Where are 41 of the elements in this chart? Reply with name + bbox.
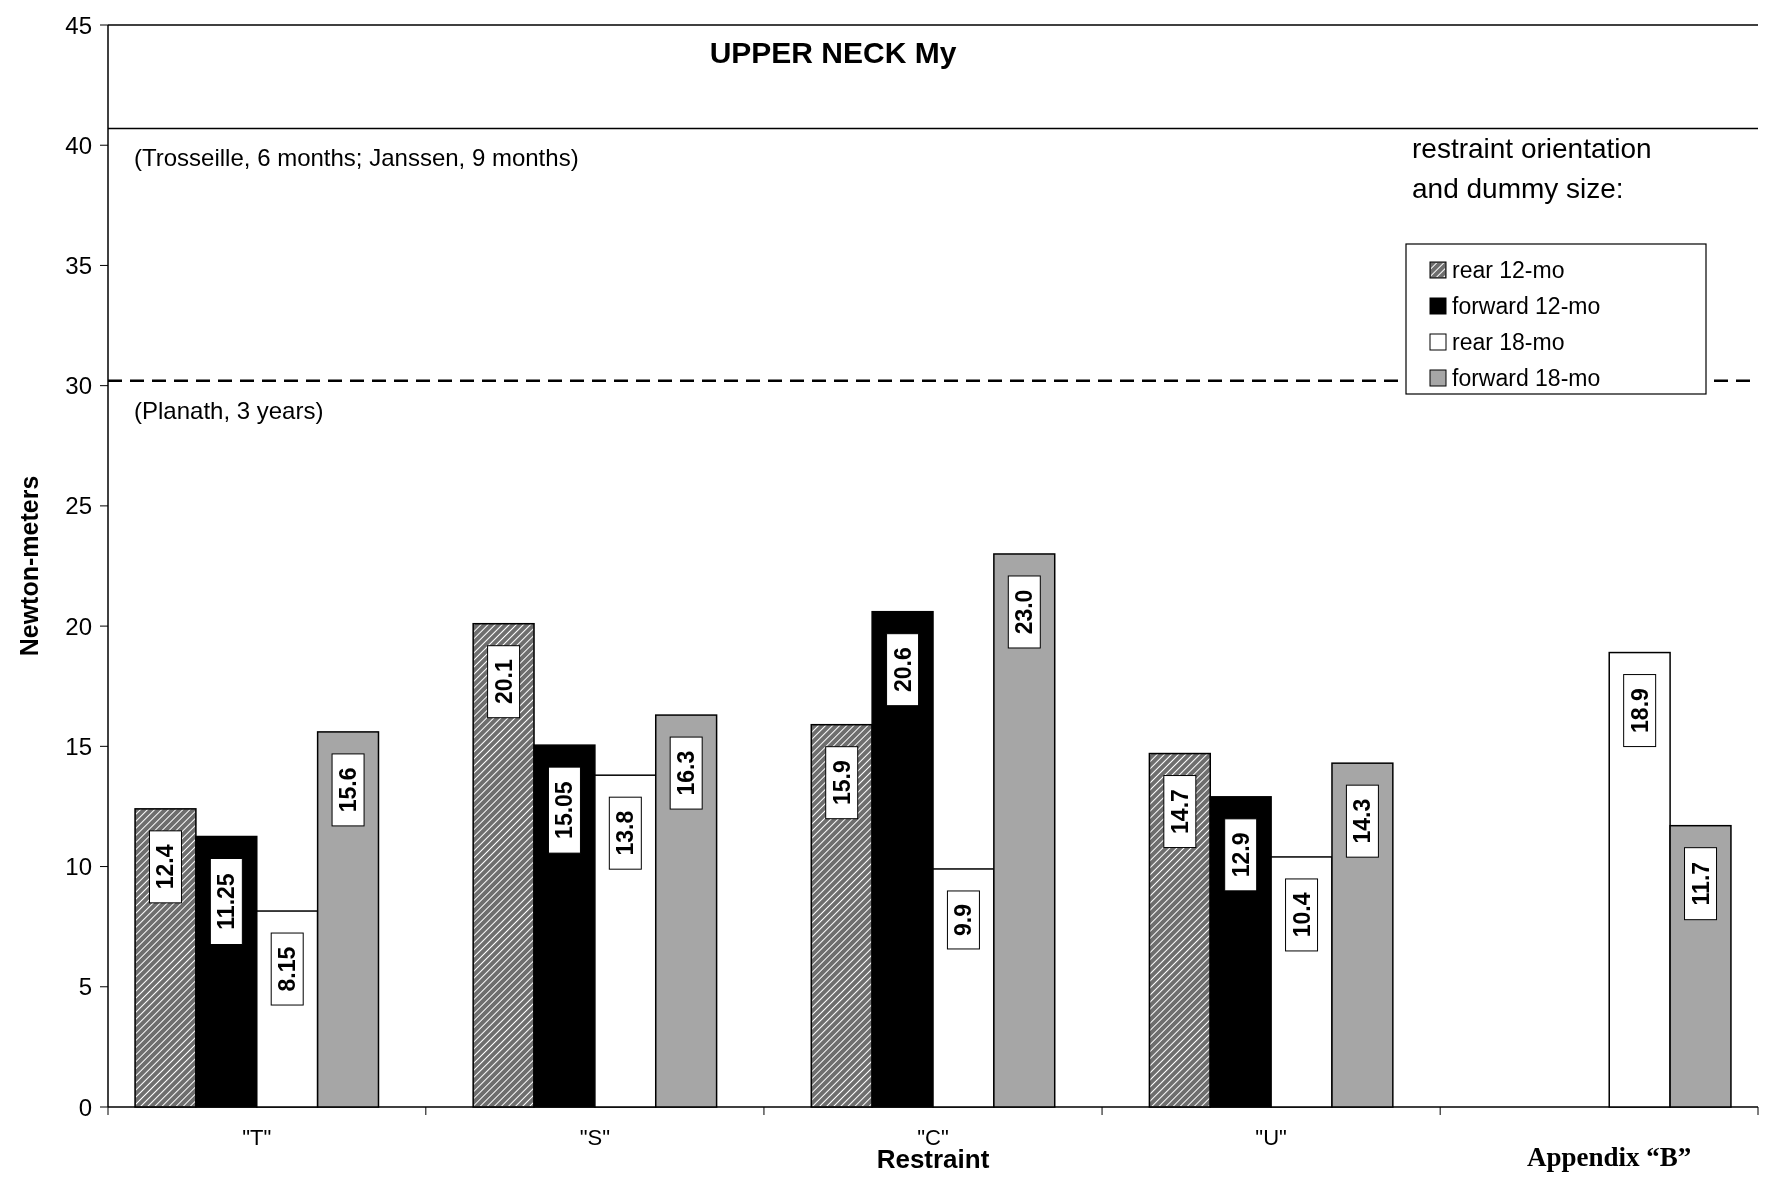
y-tick-label: 40 [65, 131, 92, 159]
y-tick-label: 5 [78, 973, 92, 1001]
data-label: 10.4 [1288, 892, 1315, 938]
data-label: 12.9 [1227, 832, 1254, 878]
data-label: 18.9 [1626, 688, 1653, 733]
text: Appendix “B” [1527, 1142, 1692, 1172]
data-label: 20.1 [490, 659, 517, 705]
data-label: 12.4 [152, 844, 179, 890]
data-label: 16.3 [673, 750, 700, 796]
data-label: 11.7 [1687, 861, 1714, 906]
y-tick-label: 35 [65, 251, 92, 279]
data-label: 13.8 [612, 810, 639, 856]
y-axis-title: Newton-meters [15, 475, 43, 657]
x-tick-label: "U" [1255, 1125, 1287, 1150]
data-label: 23.0 [1011, 589, 1038, 635]
chart-title: UPPER NECK My [709, 36, 957, 69]
ref-line-label: (Trosseille, 6 months; Janssen, 9 months) [134, 144, 579, 172]
legend-label: rear 18-mo [1452, 329, 1565, 355]
data-label: 15.05 [551, 781, 578, 839]
y-tick-label: 20 [65, 612, 92, 640]
data-label: 15.9 [828, 760, 855, 806]
data-label: 14.7 [1166, 789, 1193, 834]
ref-line-label: (Planath, 3 years) [134, 396, 324, 424]
y-tick-label: 30 [65, 372, 92, 400]
data-label: 11.25 [213, 873, 240, 930]
y-tick-label: 25 [65, 492, 92, 520]
y-tick-label: 15 [65, 732, 92, 760]
y-tick-label: 10 [65, 853, 92, 881]
legend-label: forward 18-mo [1452, 365, 1601, 391]
data-label: 8.15 [274, 946, 301, 992]
x-tick-label: "S" [579, 1125, 611, 1150]
legend-label: rear 12-mo [1452, 257, 1565, 283]
y-tick-label: 45 [65, 11, 92, 39]
data-label: 14.3 [1349, 798, 1376, 844]
data-label: 9.9 [950, 903, 977, 936]
legend-label: forward 12-mo [1452, 293, 1601, 319]
y-tick-label: 0 [78, 1093, 92, 1121]
data-label: 20.6 [889, 647, 916, 693]
x-tick-label: "T" [242, 1125, 272, 1150]
legend-title: restraint orientation and dummy size: [1412, 133, 1652, 204]
data-label: 15.6 [335, 767, 362, 813]
